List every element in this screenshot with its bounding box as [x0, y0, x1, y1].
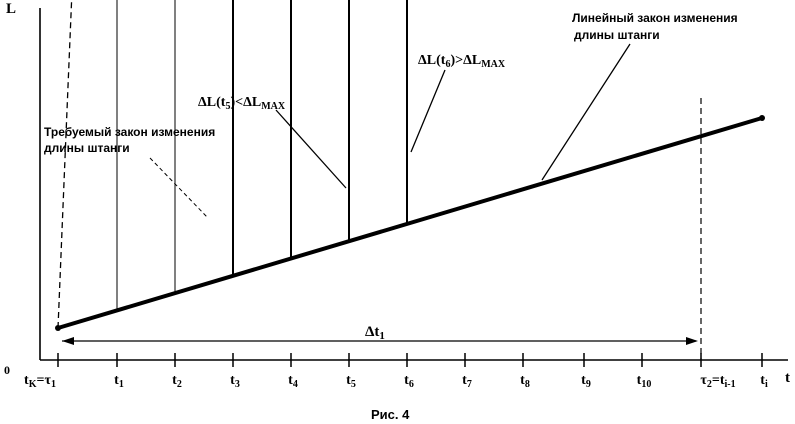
end-point: [759, 115, 765, 121]
x-axis-ticks: tK=τ1 t1 t2 t3 t4 t5 t6 t7 t8 t9 t10 τ2=ti-1 ti: [24, 353, 768, 390]
tick-label: t7: [462, 373, 472, 390]
tick-label: t3: [230, 373, 240, 390]
delta-t5-leader: [275, 109, 347, 189]
tick-label: t9: [581, 373, 591, 390]
origin-label: 0: [4, 363, 10, 377]
deviation-lines: [116, 0, 408, 311]
required-law-curve: [57, 0, 73, 329]
required-law-leader: [149, 157, 209, 219]
required-law-label-line1: Требуемый закон изменения: [44, 125, 215, 139]
tick-label: t4: [288, 373, 298, 390]
tick-label: t5: [346, 373, 356, 390]
tick-label: t10: [637, 373, 652, 390]
delta-t5-label: ΔL(t5)<ΔLMAX: [198, 95, 286, 112]
tick-label: t2: [172, 373, 182, 390]
interval-arrow-right-head: [686, 337, 698, 345]
tick-label: t8: [520, 373, 530, 390]
tick-label: τ2=ti-1: [700, 373, 735, 390]
delta-t6-label: ΔL(t6)>ΔLMAX: [418, 53, 506, 70]
tick-label: ti: [760, 373, 768, 390]
x-axis-label: t: [785, 370, 790, 386]
start-point: [55, 325, 61, 331]
delta-t6-leader: [410, 69, 446, 153]
y-axis-label: L: [6, 1, 16, 17]
figure-caption: Рис. 4: [371, 407, 410, 422]
tick-label: t6: [404, 373, 414, 390]
required-law-label-line2: длины штанги: [44, 141, 130, 155]
tick-label: t1: [114, 373, 124, 390]
linear-law-label-line1: Линейный закон изменения: [572, 11, 738, 25]
interval-arrow-left-head: [62, 337, 74, 345]
linear-law-line: [57, 116, 763, 330]
interval-label: Δt1: [365, 324, 385, 342]
linear-law-leader: [541, 43, 631, 181]
linear-law-label-line2: длины штанги: [574, 28, 660, 42]
tick-label: tK=τ1: [24, 373, 56, 390]
